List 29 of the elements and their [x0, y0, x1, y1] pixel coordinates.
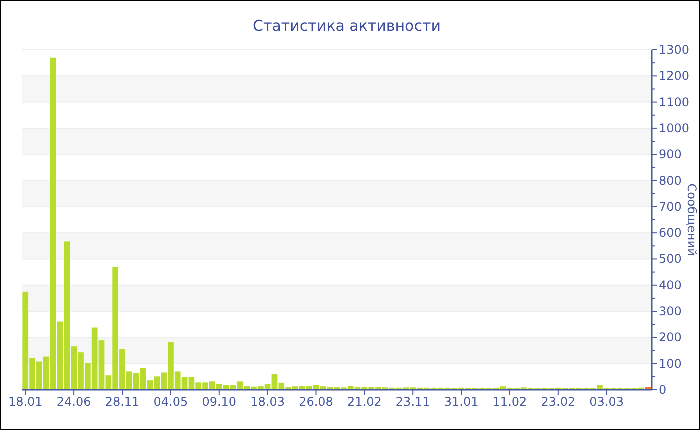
- y-tick-label: 700: [659, 200, 682, 214]
- x-tick-label: 28.11: [105, 395, 140, 409]
- x-tick-label: 18.01: [8, 395, 43, 409]
- y-tick-label: 1000: [659, 121, 690, 136]
- x-tick-label: 31.01: [444, 395, 479, 409]
- y-tick-label: 1300: [659, 43, 690, 57]
- chart-title: Статистика активности: [253, 17, 441, 35]
- y-tick-label: 100: [659, 356, 682, 371]
- x-tick-label: 18.03: [250, 395, 285, 409]
- y-tick-label: 0: [659, 383, 667, 397]
- x-tick-label: 04.05: [154, 395, 188, 409]
- x-tick-label: 03.03: [590, 395, 624, 409]
- x-tick-label: 23.11: [396, 395, 430, 409]
- x-tick-label: 09.10: [202, 395, 237, 409]
- y-tick-label: 300: [659, 304, 682, 319]
- y-tick-label: 900: [659, 148, 682, 162]
- y-tick-label: 500: [659, 252, 682, 266]
- x-tick-label: 11.02: [492, 395, 528, 409]
- y-tick-label: 200: [659, 330, 682, 345]
- x-tick-label: 21.02: [347, 395, 382, 409]
- y-tick-label: 800: [659, 174, 682, 188]
- y-tick-label: 1100: [659, 95, 690, 110]
- y-tick-label: 600: [659, 226, 682, 240]
- y-tick-label: 400: [659, 278, 682, 292]
- y-tick-label: 1200: [659, 69, 690, 84]
- x-tick-label: 24.06: [56, 395, 92, 409]
- x-tick-label: 23.02: [541, 395, 576, 409]
- x-tick-label: 26.08: [299, 395, 334, 409]
- y-axis-title: Сообщений: [685, 184, 699, 256]
